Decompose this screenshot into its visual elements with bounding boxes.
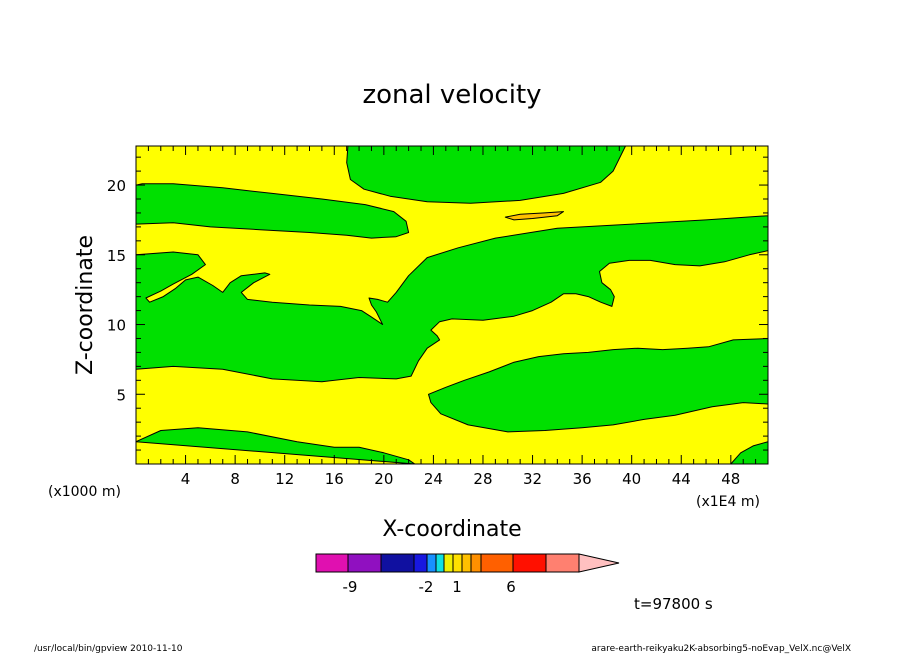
colorbar-segment (512, 553, 547, 573)
colorbar-segment (380, 553, 415, 573)
colorbar-segment (452, 553, 463, 573)
y-axis-title: Z-coordinate (73, 235, 98, 375)
colorbar-extension-arrow (578, 553, 620, 573)
contour-region-green (136, 427, 416, 464)
y-tick-labels: 5 10 15 20 (107, 177, 126, 404)
colorbar-labels: -9 -2 1 6 (343, 578, 516, 596)
contour-region-orange (504, 211, 564, 221)
x-tick-label: 32 (523, 470, 542, 488)
colorbar-segment (315, 553, 349, 573)
y-tick-label: 10 (107, 317, 126, 335)
x-tick-label: 36 (573, 470, 592, 488)
plot-frame (135, 145, 769, 465)
colorbar-label: -2 (419, 578, 434, 596)
x-tick-label: 20 (374, 470, 393, 488)
contour-region-green (730, 441, 768, 464)
colorbar-segment (426, 553, 437, 573)
y-tick-label: 20 (107, 177, 126, 195)
axis-ticks (136, 146, 768, 464)
colorbar-segment (413, 553, 428, 573)
colorbar-label: 6 (506, 578, 516, 596)
y-tick-label: 5 (116, 386, 126, 404)
colorbar-segment (480, 553, 514, 573)
colorbar-segment (435, 553, 445, 573)
colorbar (315, 553, 620, 573)
footer-program: /usr/local/bin/gpview 2010-11-10 (34, 644, 183, 654)
x-tick-label: 16 (325, 470, 344, 488)
colorbar-segment (470, 553, 482, 573)
y-tick-label: 15 (107, 247, 126, 265)
x-tick-label: 24 (424, 470, 443, 488)
x-tick-label: 40 (622, 470, 641, 488)
contour-region-green (428, 338, 768, 433)
plot-area (135, 145, 769, 465)
y-unit-label: (x1000 m) (48, 484, 121, 500)
x-tick-labels: 4 8 12 16 20 24 28 32 36 40 44 48 (181, 470, 741, 488)
x-axis-title: X-coordinate (382, 517, 521, 542)
colorbar-segment (443, 553, 454, 573)
contour-regions (136, 146, 768, 464)
footer-dataset: arare-earth-reikyaku2K-absorbing5-noEvap… (591, 644, 851, 654)
colorbar-segment (461, 553, 472, 573)
colorbar-segment (545, 553, 580, 573)
x-tick-label: 8 (230, 470, 240, 488)
x-unit-label: (x1E4 m) (696, 494, 760, 510)
colorbar-label: 1 (452, 578, 462, 596)
x-tick-label: 4 (181, 470, 191, 488)
colorbar-label: -9 (343, 578, 358, 596)
x-tick-label: 48 (721, 470, 740, 488)
x-tick-label: 44 (672, 470, 691, 488)
x-tick-label: 28 (473, 470, 492, 488)
time-stamp: t=97800 s (634, 595, 713, 613)
x-tick-label: 12 (275, 470, 294, 488)
contour-region-green (136, 146, 768, 383)
chart-title: zonal velocity (362, 80, 541, 110)
colorbar-segment (347, 553, 382, 573)
